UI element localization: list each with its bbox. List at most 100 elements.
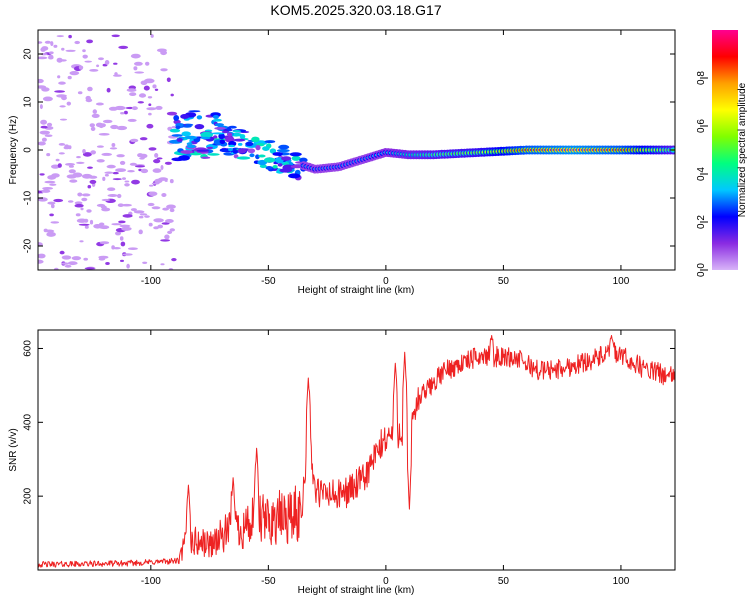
spectrogram-cloud-cell bbox=[227, 127, 231, 132]
spectrogram-noise-cell bbox=[111, 143, 116, 147]
spectrogram-noise-cell bbox=[42, 96, 53, 102]
spectrogram-noise-cell bbox=[111, 223, 122, 226]
spectrogram-noise-cell bbox=[134, 61, 143, 66]
spectrogram-noise-cell bbox=[86, 209, 92, 213]
spectrogram-noise-cell bbox=[96, 159, 105, 163]
spectrogram-noise-cell bbox=[102, 176, 106, 181]
spectrogram-noise-cell bbox=[170, 93, 174, 97]
spectrogram-noise-cell bbox=[112, 247, 121, 250]
spectrogram-noise-cell bbox=[122, 177, 126, 180]
spectrogram-cloud-cell bbox=[291, 155, 301, 161]
spectrogram-noise-cell bbox=[148, 222, 153, 227]
spectrogram-noise-cell bbox=[78, 223, 90, 226]
spectrogram-cloud-cell bbox=[200, 131, 213, 138]
spectrogram-noise-cell bbox=[66, 174, 77, 179]
spectrogram-noise-cell bbox=[74, 203, 84, 208]
spectrogram-noise-cell bbox=[118, 220, 126, 224]
spectrogram-noise-cell bbox=[98, 255, 109, 259]
spectrogram-noise-cell bbox=[53, 44, 58, 48]
y-tick-label: -20 bbox=[23, 238, 34, 253]
y-tick-label: 200 bbox=[23, 487, 34, 504]
x-tick-label: 50 bbox=[498, 276, 510, 287]
spectrogram-noise-cell bbox=[71, 256, 82, 261]
spectrogram-noise-cell bbox=[138, 229, 143, 235]
snr-x-label: Height of straight line (km) bbox=[298, 585, 415, 596]
spectrogram-noise-cell bbox=[64, 264, 72, 268]
spectrogram-noise-cell bbox=[61, 262, 69, 265]
spectrogram-noise-cell bbox=[40, 125, 48, 129]
spectrogram-noise-cell bbox=[149, 184, 154, 187]
spectrogram-noise-cell bbox=[48, 51, 54, 55]
colorbar-tick-label: 0.4 bbox=[696, 167, 707, 181]
spectrogram-noise-cell bbox=[134, 71, 145, 74]
spectrogram-cloud-cell bbox=[262, 146, 270, 152]
spectrogram-noise-cell bbox=[68, 34, 72, 39]
spectrogram-noise-cell bbox=[137, 153, 144, 158]
spectrogram-noise-cell bbox=[147, 202, 155, 207]
snr-frame bbox=[37, 329, 676, 571]
spectrogram-cloud-cell bbox=[186, 144, 196, 149]
spectrogram-cloud-cell bbox=[200, 156, 211, 159]
spectrogram-noise-cell bbox=[46, 153, 51, 157]
spectrogram-noise-cell bbox=[38, 253, 46, 259]
spectrogram-cloud-cell bbox=[233, 151, 238, 154]
spectrogram-noise-cell bbox=[51, 164, 60, 169]
spectrogram-cloud-cell bbox=[173, 115, 180, 121]
y-tick-label: 20 bbox=[23, 48, 34, 60]
spectrogram-cloud-cell bbox=[219, 139, 226, 145]
spectrogram-noise-cell bbox=[165, 219, 174, 223]
snr-series-line bbox=[38, 335, 675, 568]
spectrogram-cloud-cell bbox=[259, 164, 267, 169]
spectrogram-noise-cell bbox=[41, 189, 51, 193]
spectrogram-noise-cell bbox=[42, 187, 54, 190]
snr-panel: -100 -50 0 50 100 200 400 600 Height of straig… bbox=[8, 329, 676, 596]
spectrogram-noise-cell bbox=[171, 258, 177, 262]
spectrogram-noise-cell bbox=[140, 168, 149, 174]
y-tick-label: 600 bbox=[23, 340, 34, 357]
spectrogram-noise-cell bbox=[113, 62, 118, 65]
spectrogram-cloud-cell bbox=[212, 114, 219, 119]
spectrogram-noise-cell bbox=[115, 168, 127, 173]
spectrogram-noise-cell bbox=[38, 259, 44, 264]
spectrogram-cloud-cell bbox=[251, 136, 260, 143]
spectrogram-noise-cell bbox=[102, 119, 113, 124]
spectrogram-noise-cell bbox=[89, 179, 97, 184]
x-tick-label: -50 bbox=[261, 576, 276, 587]
spectrogram-cloud-cell bbox=[180, 114, 190, 119]
spectrogram-noise-cell bbox=[75, 213, 81, 217]
spectrogram-noise-cell bbox=[114, 72, 118, 76]
spectrogram-cloud-cell bbox=[227, 132, 233, 137]
spectrogram-noise-cell bbox=[57, 75, 61, 79]
spectrogram-noise-cell bbox=[95, 102, 104, 106]
spectrogram-cloud-cell bbox=[289, 152, 302, 157]
spectrogram-noise-cell bbox=[61, 95, 67, 101]
spectrogram-noise-cell bbox=[57, 163, 62, 168]
spectrogram-noise-cell bbox=[146, 123, 154, 129]
spectrogram-noise-cell bbox=[130, 138, 139, 143]
spectrogram-noise-cell bbox=[78, 65, 84, 70]
spectrogram-noise-cell bbox=[43, 228, 48, 233]
spectrogram-cloud-cell bbox=[249, 153, 255, 158]
x-tick-label: -100 bbox=[141, 576, 161, 587]
spectrogram-noise-cell bbox=[123, 110, 128, 115]
spectrogram-noise-cell bbox=[156, 48, 167, 53]
spectrogram-noise-cell bbox=[156, 157, 163, 160]
spectrogram-noise-cell bbox=[87, 185, 92, 189]
spectrogram-noise-cell bbox=[51, 204, 55, 209]
spectrogram-noise-cell bbox=[110, 124, 119, 130]
spectrogram-noise-cell bbox=[64, 144, 70, 148]
spectrogram-noise-cell bbox=[76, 161, 85, 164]
spectrogram-cloud-cell bbox=[236, 156, 251, 160]
spectrogram-cloud-cell bbox=[232, 130, 241, 133]
spectrogram-noise-cell bbox=[164, 234, 170, 240]
spectrogram-cloud-cell bbox=[211, 132, 225, 135]
spectrogram-noise-cell bbox=[112, 171, 119, 175]
spectrogram-cloud-cell bbox=[299, 157, 308, 163]
spectrogram-noise-cell bbox=[86, 39, 93, 44]
spectrogram-noise-cell bbox=[150, 34, 154, 38]
spectrogram-noise-cell bbox=[122, 214, 133, 218]
spectrogram-noise-cell bbox=[58, 81, 66, 85]
spectrogram-cloud-cell bbox=[245, 141, 254, 147]
spectrogram-noise-cell bbox=[148, 147, 157, 151]
spectrogram-noise-cell bbox=[80, 207, 84, 211]
